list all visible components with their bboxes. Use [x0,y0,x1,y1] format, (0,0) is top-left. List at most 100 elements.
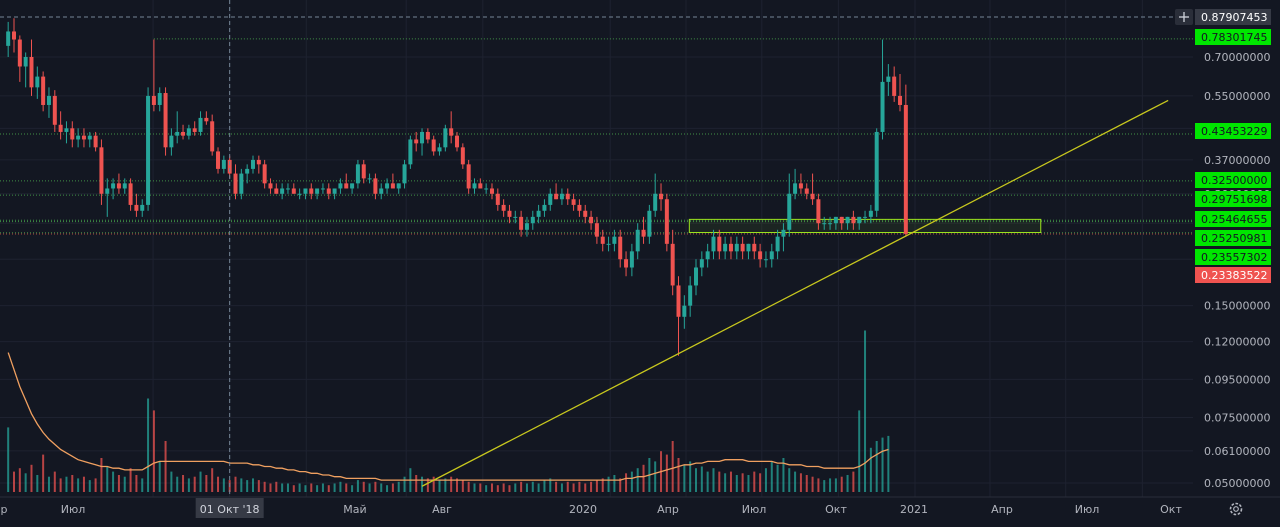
candle [169,128,174,156]
time-axis[interactable]: рИюл2019МайАвг2020АпрИюлОкт2021АпрИюлОкт… [0,496,1280,518]
candle-body [612,236,617,244]
volume-bar [753,471,756,492]
level-badge: 0.32500000 [1195,172,1271,188]
level-badge-text: 0.43453229 [1201,125,1267,138]
trendline-line [421,99,1169,487]
candle-body [565,193,570,200]
candle [606,236,611,252]
candle [775,229,780,260]
price-tick-label: 0.07500000 [1204,412,1270,425]
candle-body [315,188,320,194]
candle [315,188,320,200]
candle-body [810,193,815,200]
candle-body [280,188,285,194]
volume-bar [403,476,406,492]
candle [507,204,512,224]
candle [624,251,629,277]
candle-body [449,128,454,136]
candle [641,216,646,244]
volume-bar [531,481,534,492]
candle [303,188,308,200]
volume-bar [729,471,732,492]
candle-body [262,164,267,184]
candle-body [216,151,221,169]
candle-body [221,159,226,169]
candle-body [285,188,290,190]
candle-body [833,216,838,224]
crosshair-time-bg [195,498,264,518]
candle-body [571,199,576,205]
candle-body [752,243,757,252]
candle [320,183,325,194]
price-tick-label: 0.55000000 [1204,90,1270,103]
candle [64,121,69,144]
current-price-badge: 0.23383522 [1195,267,1271,283]
add-icon[interactable] [1175,9,1193,25]
volume-bar [397,481,400,492]
candle-body [460,147,465,165]
candle [495,188,500,211]
volume-bar [613,475,616,492]
candle-body [64,128,69,132]
candle-body [513,216,518,218]
volume-bar [292,485,295,492]
candle [157,87,162,112]
volume-bar [823,480,826,492]
candle-body [758,251,763,260]
volume-bar [630,471,633,492]
volume-bar [642,464,645,492]
volume-bar [811,476,814,492]
volume-bar [176,476,179,492]
volume-bar [485,485,488,492]
candle [99,139,104,205]
candle [577,199,582,217]
level-badge: 0.25464655 [1195,211,1271,227]
volume-bar [619,478,622,492]
price-tick-label: 0.05000000 [1204,477,1270,490]
volume-bar [508,485,511,492]
volume-bar [386,485,389,492]
volume-bar [199,471,202,492]
price-axis[interactable]: 0.700000000.550000000.450000000.37000000… [1193,0,1280,497]
level-badge: 0.29751698 [1195,191,1271,207]
level-badge: 0.23557302 [1195,249,1271,265]
candle [151,39,156,112]
candle [565,188,570,205]
volume-bar [834,478,837,492]
volume-bar [421,476,424,492]
volume-bar [77,478,80,492]
candle-body [76,135,81,140]
candle-body [320,188,325,190]
candle-body [12,31,16,40]
candle-body [781,229,786,237]
candle [216,147,221,174]
crosshair-price-badge-bg [1195,9,1271,25]
candle-body [775,236,780,252]
candle-body [839,216,844,224]
candle-body [880,81,885,132]
level-badge-text: 0.23557302 [1201,251,1267,264]
volume-bar [415,475,418,492]
gear-icon[interactable] [1229,502,1243,516]
volume-bar [595,480,598,492]
candle-body [122,183,127,189]
candle [647,204,652,244]
candle [664,193,669,252]
candle [618,229,623,268]
candle-body [903,104,908,234]
volume-bar [222,478,225,492]
candle-body [589,216,594,224]
candle [285,183,290,194]
candle-body [699,259,704,268]
trendline[interactable] [421,99,1169,487]
candle [134,193,139,217]
volume-bar [450,476,453,492]
candle-body [542,204,547,211]
volume-bar [735,475,738,492]
volume-bar [654,461,657,492]
volume-bar [525,483,528,492]
candle [734,236,739,260]
candle [705,243,710,268]
candle-body [863,216,868,218]
